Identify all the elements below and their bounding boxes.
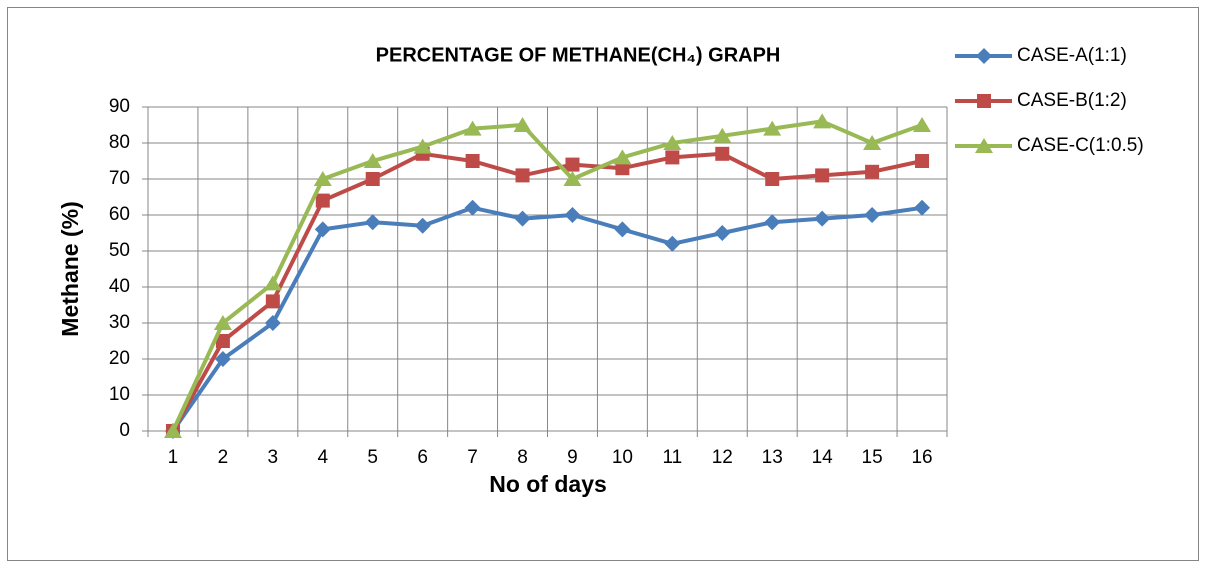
marker <box>514 210 531 227</box>
x-axis-label: No of days <box>489 471 607 497</box>
series-line <box>171 205 923 433</box>
marker <box>563 171 582 186</box>
marker <box>813 113 832 129</box>
legend-label: CASE-A(1:1) <box>1017 45 1127 66</box>
marker <box>613 149 632 165</box>
marker <box>615 161 630 176</box>
marker <box>364 214 381 231</box>
marker <box>314 221 331 238</box>
marker <box>814 210 831 227</box>
marker <box>915 154 930 168</box>
y-tick-label: 80 <box>109 132 130 153</box>
marker <box>515 168 530 183</box>
marker <box>713 127 732 143</box>
marker <box>265 294 280 309</box>
x-tick-label: 7 <box>467 447 478 468</box>
marker <box>414 217 431 234</box>
x-tick-label: 4 <box>317 447 328 468</box>
marker <box>213 315 232 330</box>
y-tick-label: 40 <box>109 276 130 297</box>
marker <box>815 168 830 183</box>
x-tick-label: 6 <box>417 447 428 468</box>
marker <box>914 199 931 216</box>
legend-label: CASE-C(1:0.5) <box>1017 135 1144 156</box>
y-tick-label: 70 <box>109 168 130 189</box>
legend-label: CASE-B(1:2) <box>1017 90 1127 111</box>
marker <box>365 172 380 186</box>
x-tick-label: 16 <box>911 447 932 468</box>
marker <box>463 120 482 136</box>
marker <box>215 334 230 348</box>
marker <box>214 351 231 367</box>
series-line <box>171 151 923 432</box>
legend-marker <box>976 48 992 64</box>
marker <box>363 153 382 168</box>
marker <box>715 146 730 161</box>
marker <box>665 150 680 165</box>
y-tick-label: 0 <box>119 420 130 441</box>
x-tick-label: 8 <box>517 447 528 468</box>
marker <box>564 207 581 223</box>
marker <box>664 235 681 252</box>
x-tick-label: 9 <box>567 447 578 468</box>
marker <box>565 157 580 172</box>
chart-title: PERCENTAGE OF METHANE(CH₄) GRAPH <box>376 44 781 66</box>
x-tick-label: 15 <box>862 447 883 468</box>
marker <box>464 199 481 216</box>
x-tick-label: 1 <box>168 447 179 468</box>
x-tick-label: 5 <box>367 447 378 468</box>
y-tick-label: 90 <box>109 96 130 117</box>
marker <box>263 275 282 291</box>
y-tick-label: 60 <box>109 204 130 225</box>
legend-marker <box>975 138 993 153</box>
legend-marker <box>977 94 991 108</box>
marker <box>763 120 782 136</box>
marker <box>865 164 880 179</box>
marker <box>315 193 330 208</box>
marker <box>313 171 332 186</box>
marker <box>163 423 182 438</box>
x-tick-label: 12 <box>712 447 733 468</box>
marker <box>413 138 432 154</box>
x-tick-label: 3 <box>268 447 279 468</box>
y-tick-label: 30 <box>109 312 130 333</box>
marker <box>764 214 781 231</box>
y-tick-label: 50 <box>109 240 130 261</box>
marker <box>863 135 882 150</box>
marker <box>614 221 631 238</box>
x-tick-label: 10 <box>612 447 633 468</box>
marker <box>714 225 731 241</box>
marker <box>465 154 480 168</box>
marker <box>765 172 780 186</box>
x-tick-label: 14 <box>812 447 834 468</box>
y-tick-label: 10 <box>109 384 130 405</box>
marker <box>864 207 881 223</box>
x-tick-label: 2 <box>218 447 229 468</box>
marker <box>663 135 682 150</box>
marker <box>913 117 932 132</box>
x-tick-label: 13 <box>762 447 783 468</box>
marker <box>264 315 281 331</box>
x-tick-label: 11 <box>662 447 682 468</box>
y-axis-label: Methane (%) <box>57 201 83 336</box>
y-tick-label: 20 <box>109 348 130 369</box>
marker <box>513 117 532 132</box>
series-line <box>171 119 923 432</box>
